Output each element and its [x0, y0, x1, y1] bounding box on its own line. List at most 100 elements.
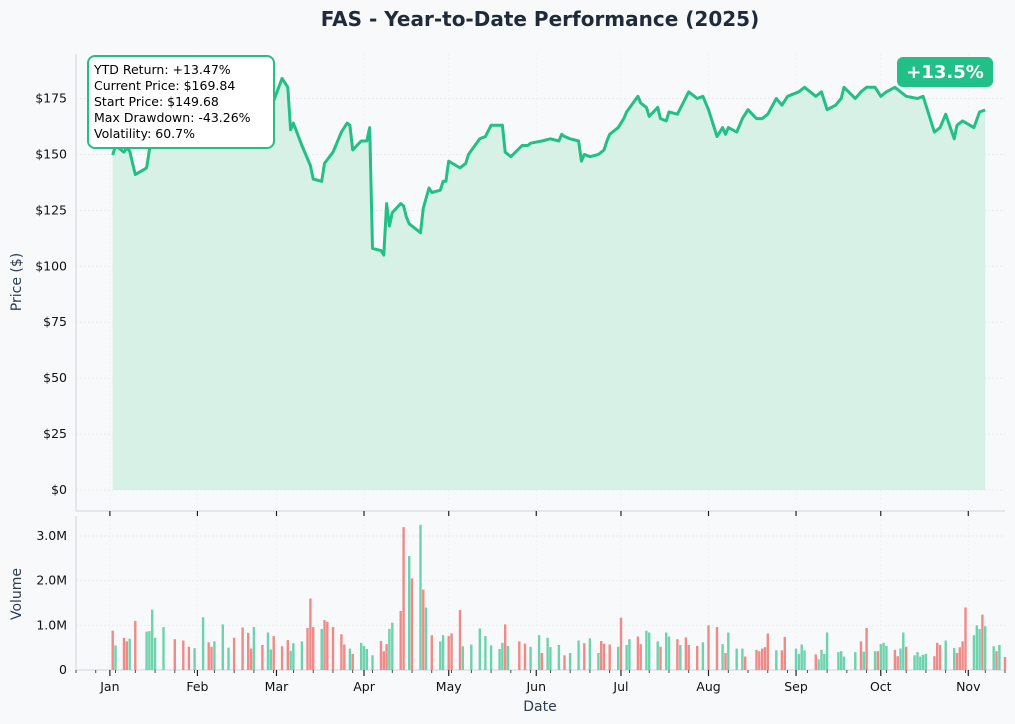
- volume-bar: [998, 645, 1001, 670]
- volume-bar: [408, 556, 411, 670]
- volume-bar: [924, 653, 928, 670]
- volume-bar: [1003, 657, 1007, 670]
- volume-bar: [504, 624, 507, 670]
- volume-bar: [232, 637, 236, 670]
- volume-x-tick-label: Jan: [99, 679, 119, 694]
- stats-box-frame: [87, 55, 275, 149]
- volume-bar: [667, 636, 671, 670]
- volume-bar: [876, 651, 880, 670]
- volume-bar: [687, 645, 690, 670]
- volume-y-tick-label: 3.0M: [36, 528, 67, 543]
- volume-bar: [625, 645, 628, 670]
- volume-bar: [984, 626, 987, 670]
- volume-bar: [320, 628, 323, 670]
- volume-bar: [978, 628, 981, 670]
- volume-y-tick-label: 0: [59, 662, 67, 677]
- volume-bar: [780, 650, 784, 670]
- volume-bar: [800, 644, 803, 670]
- volume-bar: [286, 640, 289, 670]
- volume-bar: [679, 645, 682, 670]
- volume-bar: [794, 648, 798, 670]
- volume-bar: [597, 653, 600, 670]
- volume-bar: [151, 609, 154, 670]
- return-badge: +13.5%: [897, 57, 993, 87]
- volume-bar: [744, 656, 747, 670]
- price-y-tick-label: $175: [35, 91, 67, 106]
- volume-bar: [727, 632, 730, 670]
- volume-bar: [388, 628, 391, 670]
- return-badge-text: +13.5%: [906, 62, 984, 83]
- price-y-tick-label: $150: [35, 146, 67, 161]
- volume-bar: [529, 646, 532, 670]
- volume-bar: [518, 641, 521, 670]
- volume-bar: [936, 642, 939, 670]
- volume-bar: [484, 636, 487, 670]
- volume-bar: [766, 633, 769, 670]
- volume-bar: [636, 636, 640, 670]
- volume-bar: [391, 622, 394, 670]
- volume-bar: [458, 610, 462, 670]
- volume-bar: [902, 632, 905, 670]
- volume-bar: [489, 645, 493, 670]
- volume-bar: [617, 646, 620, 670]
- volume-bar: [775, 650, 778, 670]
- volume-bar: [823, 653, 826, 670]
- volume-x-ticks: Jan Feb Mar Apr May Jun Jul Aug Sep Oct Nov: [75, 670, 1006, 694]
- volume-bar: [656, 641, 659, 670]
- stats-max-drawdown: Max Drawdown: -43.26%: [94, 110, 251, 125]
- volume-bar: [913, 655, 916, 670]
- volume-bar: [221, 624, 224, 670]
- volume-bar: [410, 578, 414, 670]
- volume-bar: [501, 642, 504, 670]
- volume-x-tick-label: Feb: [186, 679, 208, 694]
- volume-bar: [568, 653, 572, 670]
- stats-box: YTD Return: +13.47% Current Price: $169.…: [87, 55, 275, 149]
- volume-bar: [546, 637, 549, 670]
- volume-bar: [111, 630, 114, 670]
- volume-bar: [269, 649, 272, 670]
- volume-bar: [213, 641, 216, 670]
- volume-bar: [241, 627, 244, 670]
- volume-bar: [365, 649, 368, 670]
- volume-bar: [326, 621, 329, 670]
- volume-bar: [854, 652, 857, 670]
- volume-bar: [975, 625, 978, 670]
- volume-bar: [227, 647, 230, 670]
- volume-bar: [153, 637, 157, 670]
- volume-bar: [820, 649, 823, 670]
- volume-bar: [439, 641, 442, 670]
- volume-bar: [761, 648, 764, 670]
- volume-bar: [419, 524, 422, 670]
- price-x-ticks: [109, 511, 969, 516]
- volume-bar: [478, 628, 481, 670]
- volume-bar: [247, 632, 250, 670]
- volume-bar: [882, 642, 885, 670]
- volume-bar: [300, 641, 304, 670]
- volume-bar: [600, 641, 603, 670]
- volume-y-axis-label: Volume: [9, 568, 25, 620]
- volume-bar: [280, 646, 284, 670]
- volume-bar: [128, 638, 131, 670]
- volume-bar: [972, 635, 976, 670]
- price-y-tick-label: $125: [35, 202, 67, 217]
- volume-bar: [817, 659, 820, 670]
- volume-bar: [549, 647, 552, 670]
- volume-bar: [145, 631, 148, 670]
- volume-x-tick-label: Jun: [525, 679, 546, 694]
- volume-bar: [645, 630, 648, 670]
- volume-bar: [797, 653, 801, 670]
- volume-bar: [173, 639, 176, 670]
- volume-bar: [995, 651, 998, 670]
- volume-bar: [896, 656, 899, 670]
- volume-bar: [182, 640, 185, 670]
- volume-bar: [201, 617, 205, 670]
- volume-bar: [249, 648, 253, 670]
- volume-bar: [958, 647, 961, 670]
- volume-bar: [840, 651, 843, 670]
- volume-bar: [399, 611, 402, 670]
- volume-x-tick-label: Mar: [265, 679, 289, 694]
- volume-bar: [385, 644, 388, 670]
- volume-panel: 0 1.0M 2.0M 3.0M Jan Feb Mar Apr May Jun Jul Aug Se…: [9, 516, 1007, 715]
- volume-bar: [125, 641, 128, 670]
- volume-bar: [379, 641, 383, 670]
